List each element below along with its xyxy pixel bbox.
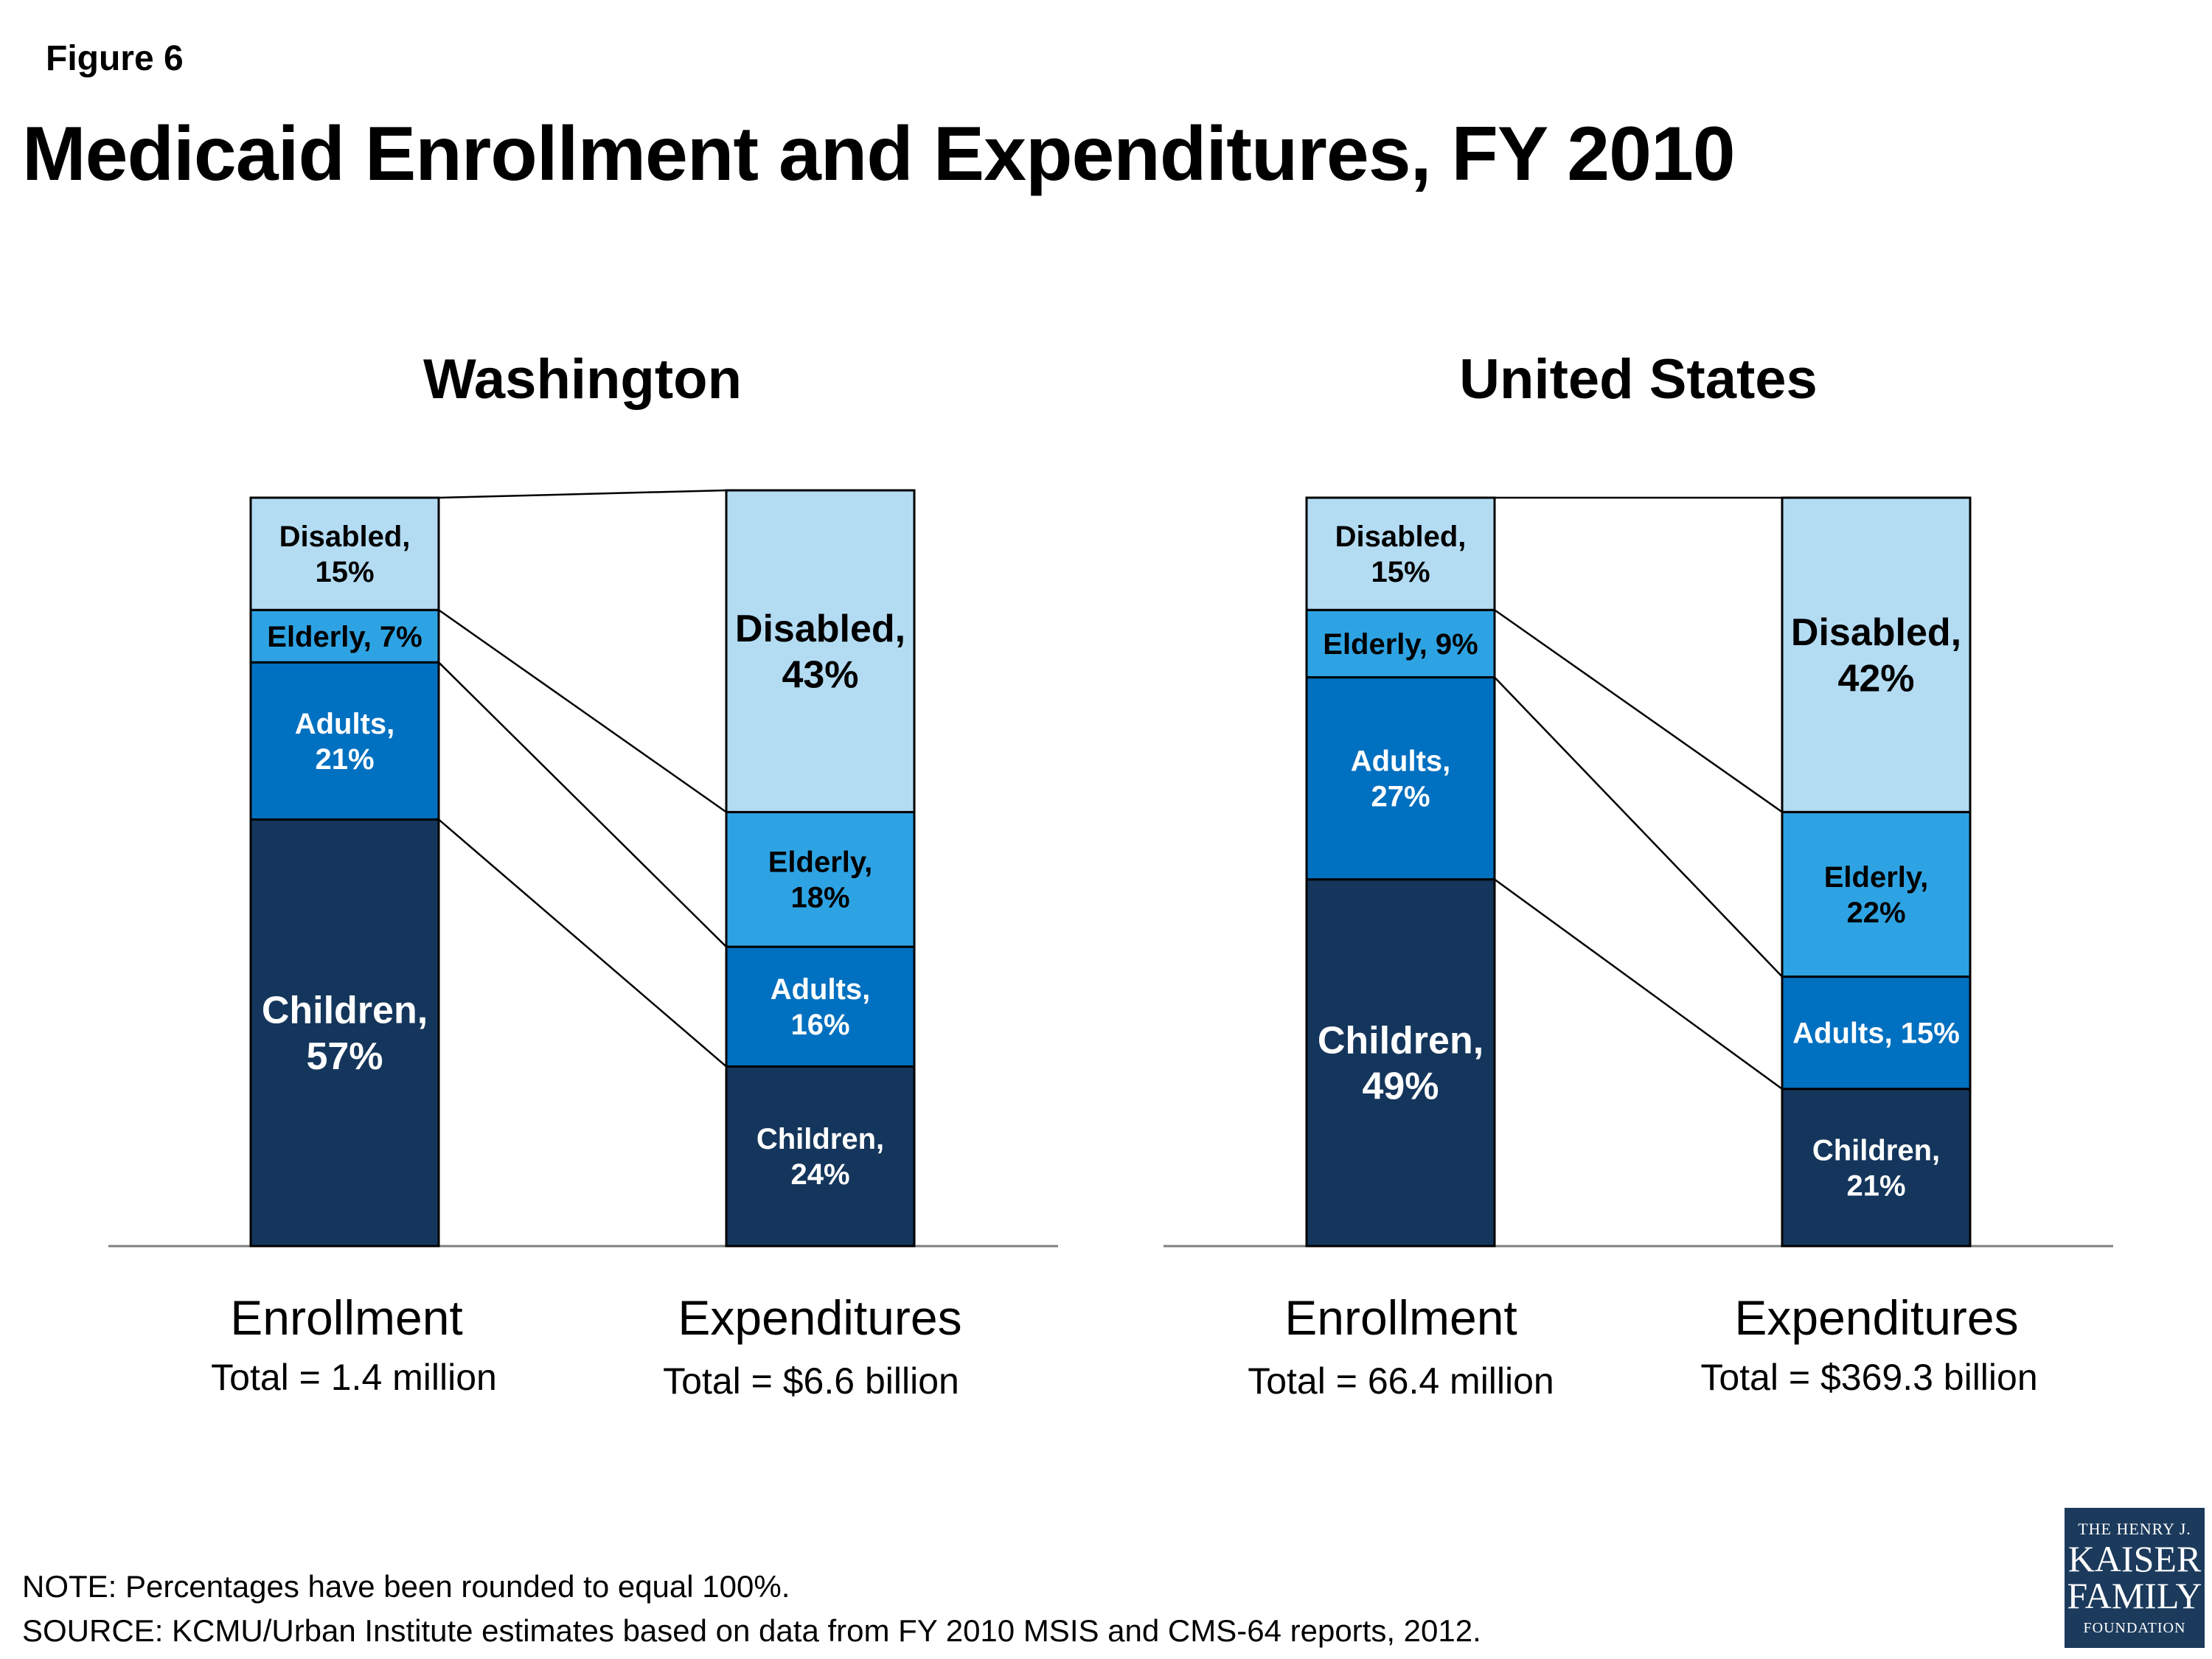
logo-line-4: FOUNDATION bbox=[2083, 1620, 2186, 1636]
bar-us-enrollment-disabled bbox=[1305, 496, 1496, 611]
category-label-us-enrollment: Enrollment bbox=[1284, 1290, 1517, 1345]
bar-us-enrollment-adults-label-value: 27% bbox=[1371, 781, 1430, 813]
bar-wa-enrollment-elderly bbox=[249, 608, 440, 664]
bar-us-expenditures-elderly-label-value: 22% bbox=[1846, 897, 1905, 929]
bar-wa-expenditures-disabled-label-name: Disabled, bbox=[735, 608, 905, 650]
figure-label: Figure 6 bbox=[46, 39, 184, 78]
bar-wa-enrollment-disabled-label-value: 15% bbox=[315, 556, 374, 588]
source-text: SOURCE: KCMU/Urban Institute estimates b… bbox=[22, 1613, 1481, 1648]
bar-wa-expenditures-disabled bbox=[725, 489, 916, 813]
total-label-wa-expenditures: Total = $6.6 billion bbox=[663, 1360, 959, 1402]
bar-us-expenditures-adults-label: Adults, 15% bbox=[1792, 1018, 1960, 1050]
connector-line-wa-1 bbox=[438, 818, 727, 1068]
bar-wa-expenditures-elderly bbox=[725, 810, 916, 948]
bar-wa-expenditures-elderly-label-name: Elderly, bbox=[768, 846, 873, 879]
bar-us-expenditures-children-label-value: 21% bbox=[1846, 1169, 1905, 1202]
bar-us-expenditures-adults bbox=[1781, 975, 1972, 1091]
total-label-us-expenditures: Total = $369.3 billion bbox=[1700, 1357, 2037, 1398]
bar-us-enrollment-elderly-label: Elderly, 9% bbox=[1323, 628, 1478, 661]
bar-us-expenditures-disabled bbox=[1781, 496, 1972, 813]
bar-wa-expenditures-adults bbox=[725, 945, 916, 1068]
bar-wa-expenditures-children bbox=[725, 1065, 916, 1248]
bar-wa-enrollment-adults bbox=[249, 661, 440, 821]
bar-wa-enrollment-children-label-name: Children, bbox=[262, 990, 428, 1032]
bar-us-expenditures-children-label-name: Children, bbox=[1812, 1134, 1940, 1166]
kff-logo: THE HENRY J. KAISER FAMILY FOUNDATION bbox=[2065, 1508, 2205, 1648]
bar-us-enrollment-children bbox=[1305, 878, 1496, 1248]
bar-us-enrollment-children-label-value: 49% bbox=[1362, 1065, 1439, 1108]
bar-wa-enrollment-elderly-label: Elderly, 7% bbox=[267, 621, 422, 653]
bar-us-expenditures-children bbox=[1781, 1088, 1972, 1248]
bar-wa-expenditures-disabled-label-value: 43% bbox=[782, 654, 858, 697]
bar-wa-expenditures-adults-label-value: 16% bbox=[790, 1009, 849, 1041]
bar-us-enrollment-elderly bbox=[1305, 608, 1496, 679]
logo-line-1: THE HENRY J. bbox=[2078, 1520, 2191, 1538]
page-title: Medicaid Enrollment and Expenditures, FY… bbox=[22, 111, 1736, 197]
connector-line-us-1 bbox=[1494, 878, 1783, 1090]
bar-wa-enrollment-adults-label-name: Adults, bbox=[295, 708, 395, 740]
bar-us-enrollment-children-label-name: Children, bbox=[1318, 1019, 1484, 1062]
bar-us-enrollment-disabled-label-name: Disabled, bbox=[1335, 521, 1467, 553]
bar-us-enrollment-adults-label-name: Adults, bbox=[1351, 745, 1451, 778]
logo-line-3: FAMILY bbox=[2067, 1575, 2202, 1616]
connector-line-us-2 bbox=[1494, 676, 1783, 978]
logo-line-2: KAISER bbox=[2067, 1538, 2202, 1579]
bar-wa-expenditures-elderly-label-value: 18% bbox=[790, 882, 849, 914]
total-label-us-enrollment: Total = 66.4 million bbox=[1248, 1360, 1554, 1402]
category-label-wa-enrollment: Enrollment bbox=[230, 1290, 462, 1345]
bar-us-expenditures-elderly-label-name: Elderly, bbox=[1824, 861, 1929, 894]
category-label-us-expenditures: Expenditures bbox=[1734, 1290, 2018, 1345]
connector-line-wa-3 bbox=[438, 609, 727, 813]
connector-line-us-3 bbox=[1494, 609, 1783, 813]
connector-line-wa-4 bbox=[438, 489, 727, 499]
panel-title-us: United States bbox=[1459, 348, 1818, 411]
bar-us-expenditures-elderly bbox=[1781, 810, 1972, 978]
panel-title-wa: Washington bbox=[423, 348, 742, 411]
bar-wa-expenditures-adults-label-name: Adults, bbox=[771, 973, 871, 1006]
connector-line-wa-2 bbox=[438, 661, 727, 947]
bar-wa-enrollment-children bbox=[249, 818, 440, 1248]
total-label-wa-enrollment: Total = 1.4 million bbox=[211, 1357, 497, 1398]
bar-wa-enrollment-adults-label-value: 21% bbox=[315, 743, 374, 776]
bar-us-expenditures-disabled-label-value: 42% bbox=[1837, 658, 1914, 700]
category-label-wa-expenditures: Expenditures bbox=[678, 1290, 961, 1345]
bar-wa-enrollment-disabled-label-name: Disabled, bbox=[279, 521, 411, 553]
bar-us-expenditures-disabled-label-name: Disabled, bbox=[1791, 611, 1961, 654]
bar-wa-enrollment-disabled bbox=[249, 496, 440, 611]
bar-wa-expenditures-children-label-name: Children, bbox=[757, 1123, 884, 1155]
note-text: NOTE: Percentages have been rounded to e… bbox=[22, 1569, 790, 1604]
bar-us-enrollment-disabled-label-value: 15% bbox=[1371, 556, 1430, 588]
bar-us-enrollment-adults bbox=[1305, 676, 1496, 881]
bar-wa-enrollment-children-label-value: 57% bbox=[306, 1035, 383, 1078]
bar-wa-expenditures-children-label-value: 24% bbox=[790, 1158, 849, 1191]
